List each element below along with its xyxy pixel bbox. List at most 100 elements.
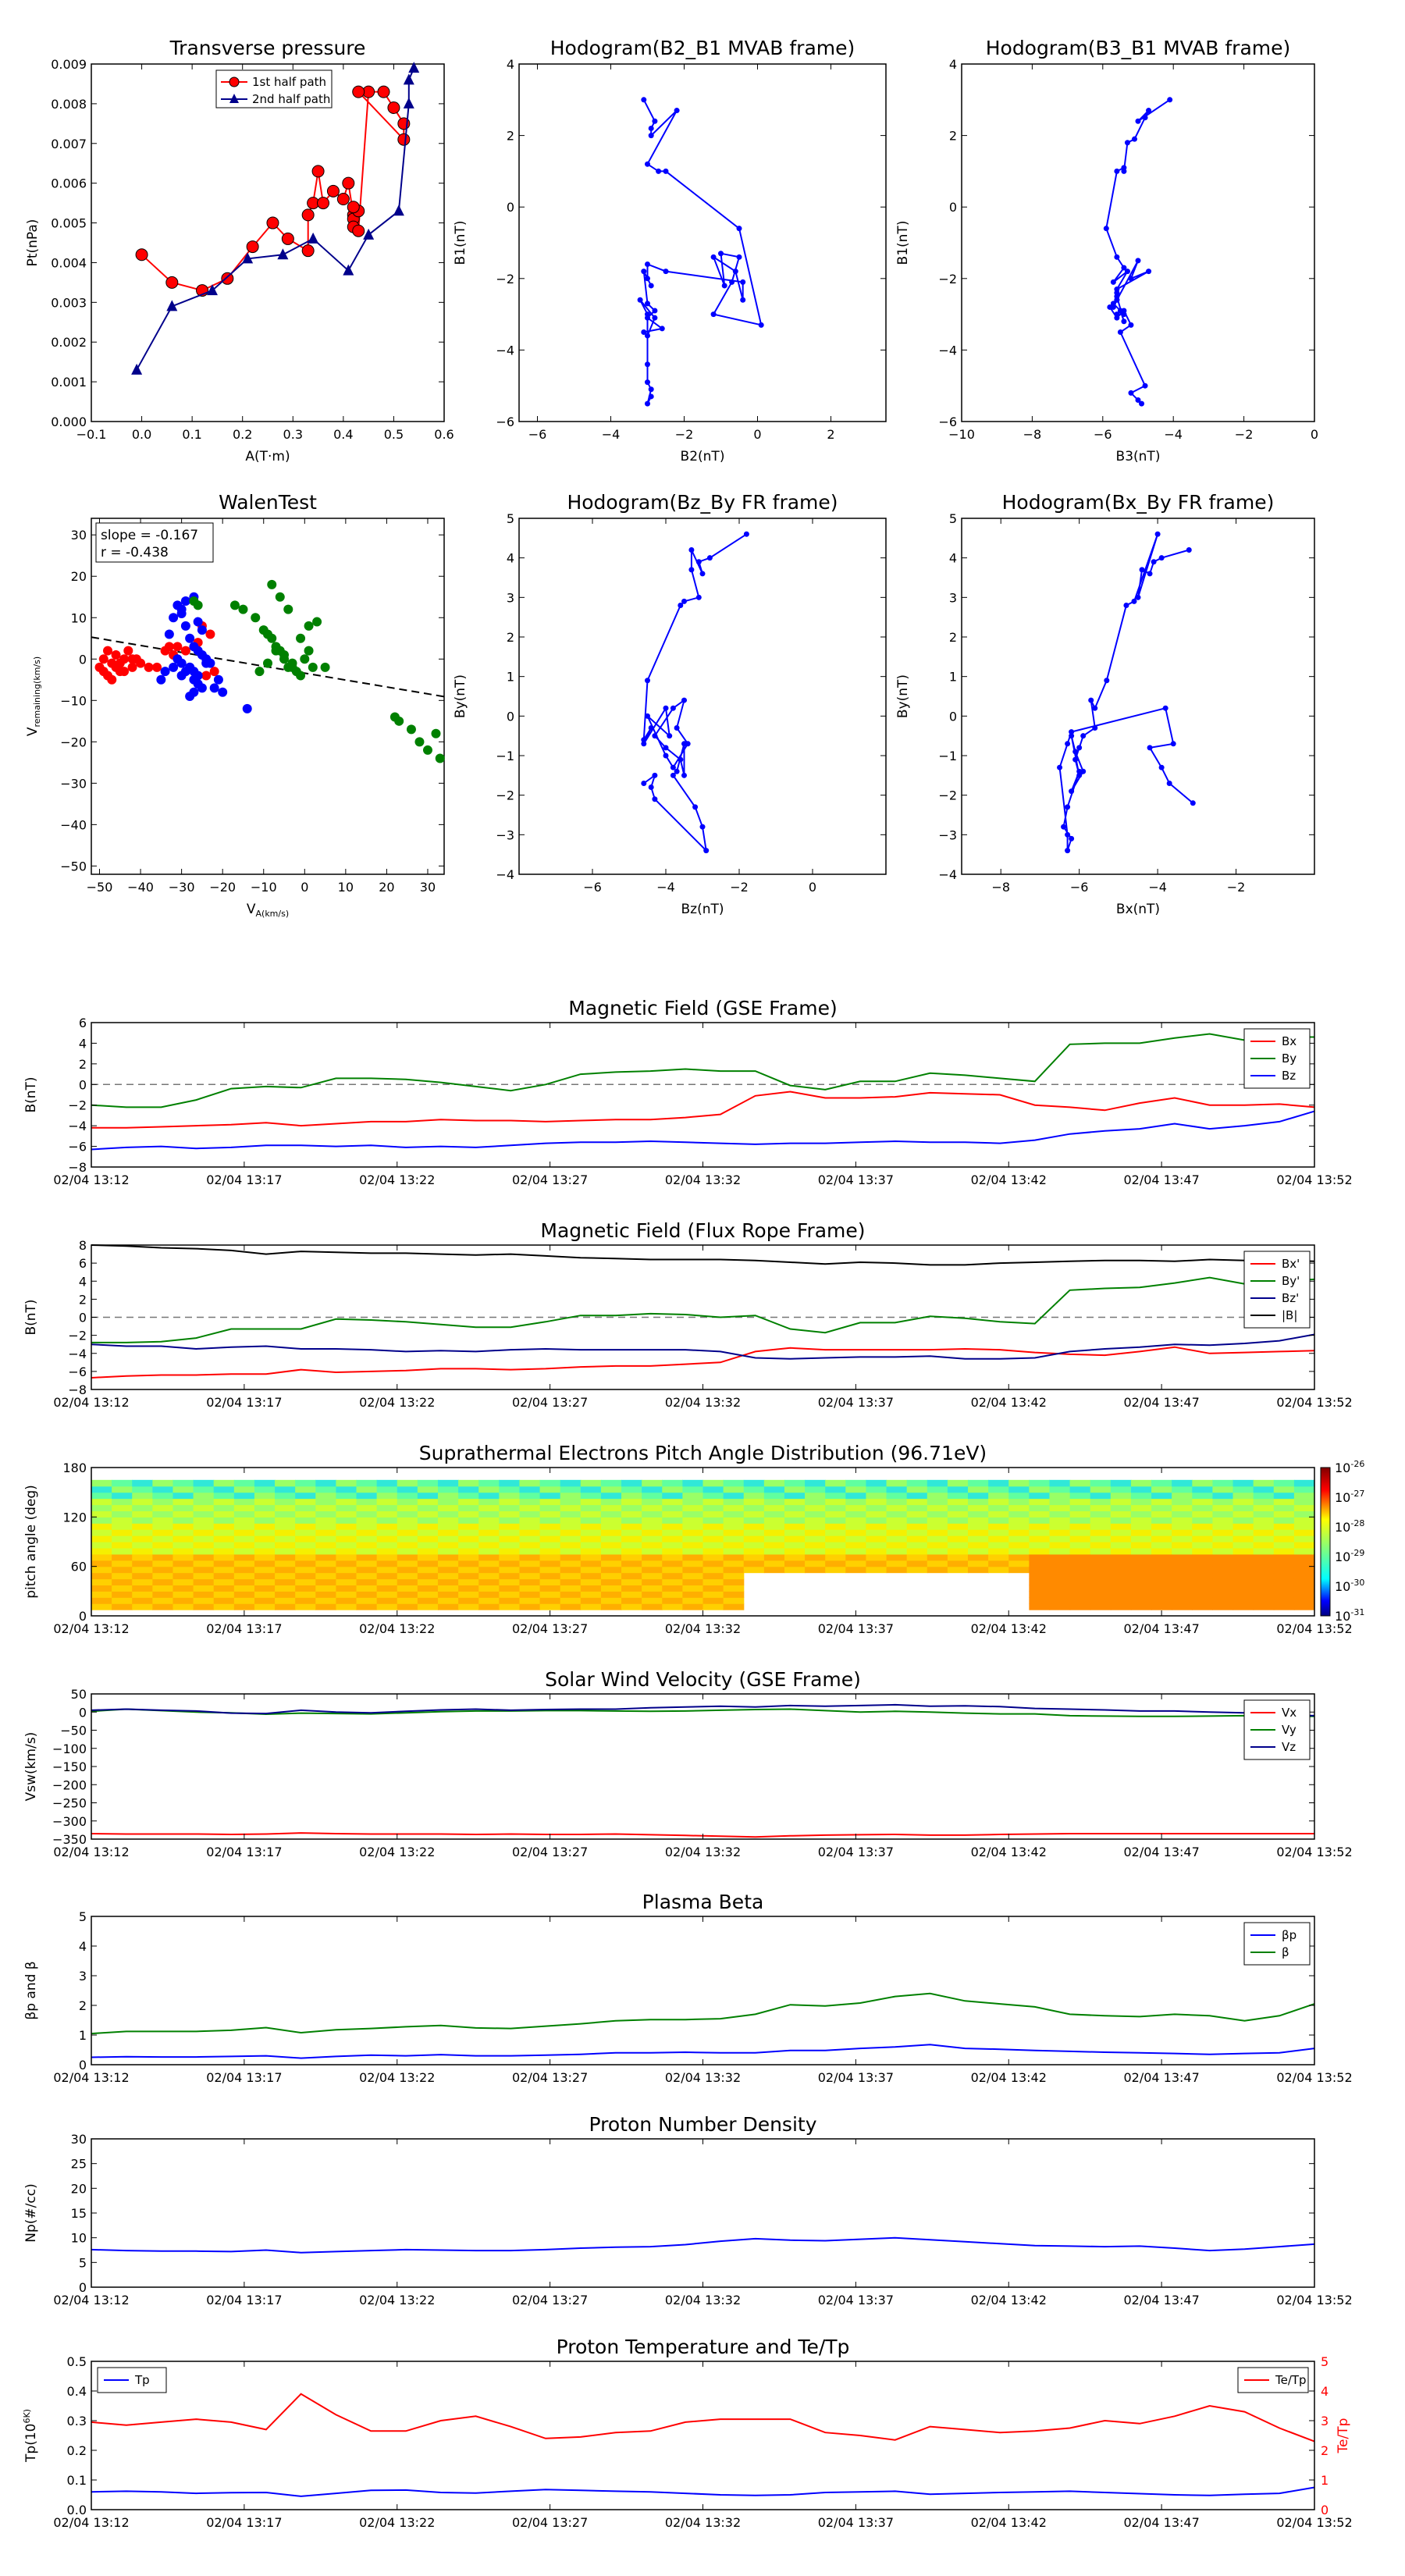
heatmap-cell (1273, 1585, 1295, 1592)
heatmap-cell (152, 1597, 174, 1604)
heatmap-cell (642, 1553, 663, 1561)
heatmap-cell (1151, 1578, 1172, 1586)
heatmap-cell (173, 1566, 194, 1574)
series-line (91, 1091, 1315, 1129)
heatmap-cell (927, 1560, 948, 1567)
heatmap-cell (356, 1603, 378, 1610)
y-tick-label: 0 (79, 2058, 87, 2073)
heatmap-cell (539, 1535, 561, 1542)
heatmap-cell (458, 1492, 479, 1500)
data-point (641, 329, 647, 335)
data-point (403, 97, 414, 109)
heatmap-cell (112, 1523, 133, 1530)
heatmap-cell (275, 1591, 296, 1598)
legend-label: Bx' (1282, 1257, 1300, 1271)
legend-marker (229, 94, 239, 103)
heatmap-cell (1029, 1542, 1051, 1549)
heatmap-cell (397, 1498, 418, 1506)
heatmap-cell (682, 1492, 704, 1500)
heatmap-cell (1172, 1597, 1193, 1604)
heatmap-cell (478, 1547, 500, 1555)
heatmap-cell (866, 1535, 887, 1542)
heatmap-cell (621, 1492, 642, 1500)
y-tick-label: −250 (52, 1796, 87, 1811)
data-point (699, 824, 706, 830)
heatmap-cell (152, 1523, 174, 1530)
heatmap-cell (132, 1547, 153, 1555)
heatmap-cell (560, 1603, 582, 1610)
heatmap-cell (132, 1572, 153, 1580)
data-point (1076, 768, 1083, 774)
heatmap-cell (315, 1535, 336, 1542)
heatmap-cell (784, 1510, 806, 1517)
heatmap-cell (1090, 1547, 1112, 1555)
heatmap-cell (642, 1547, 663, 1555)
heatmap-cell (805, 1504, 826, 1512)
heatmap-cell (1172, 1479, 1193, 1487)
heatmap-cell (275, 1553, 296, 1561)
heatmap-cell (112, 1603, 133, 1610)
heatmap-cell (845, 1535, 867, 1542)
heatmap-cell (560, 1547, 582, 1555)
data-point (695, 594, 702, 600)
heatmap-cell (1090, 1535, 1112, 1542)
x-tick-label: −20 (209, 880, 236, 895)
heatmap-cell (723, 1603, 745, 1610)
heatmap-cell (743, 1560, 765, 1567)
x-tick-label: 02/04 13:52 (1276, 1845, 1352, 1859)
heatmap-cell (1029, 1498, 1051, 1506)
colorbar (1320, 1467, 1331, 1617)
data-point (648, 133, 654, 139)
heatmap-cell (376, 1498, 398, 1506)
heatmap-cell (1049, 1542, 1071, 1549)
heatmap-cell (600, 1479, 622, 1487)
heatmap-cell (723, 1479, 745, 1487)
heatmap-cell (866, 1498, 887, 1506)
scatter-point (197, 683, 207, 693)
heatmap-cell (254, 1510, 276, 1517)
x-tick-label: 02/04 13:42 (971, 2293, 1047, 2307)
heatmap-cell (1273, 1517, 1295, 1524)
legend-label: Bz (1282, 1069, 1296, 1083)
heatmap-cell (1110, 1566, 1132, 1574)
heatmap-cell (1008, 1566, 1030, 1574)
plot-frame (961, 518, 1315, 875)
x-tick-label: 2 (827, 427, 834, 442)
y-tick-label: 10 (71, 610, 87, 625)
heatmap-cell (356, 1542, 378, 1549)
heatmap-cell (1069, 1479, 1091, 1487)
chart-title: Hodogram(B2_B1 MVAB frame) (550, 37, 855, 59)
legend-label: |B| (1282, 1308, 1297, 1322)
heatmap-cell (1293, 1535, 1315, 1542)
y-tick-label: −6 (938, 415, 957, 429)
heatmap-cell (458, 1553, 479, 1561)
heatmap-cell (682, 1485, 704, 1493)
heatmap-cell (968, 1498, 989, 1506)
heatmap-cell (988, 1535, 1009, 1542)
heatmap-cell (662, 1517, 683, 1524)
heatmap-cell (1008, 1560, 1030, 1567)
heatmap-cell (702, 1547, 724, 1555)
heatmap-cell (927, 1542, 948, 1549)
heatmap-cell (866, 1510, 887, 1517)
heatmap-cell (682, 1529, 704, 1536)
heatmap-cell (458, 1517, 479, 1524)
heatmap-cell (1212, 1485, 1234, 1493)
heatmap-cell (1130, 1492, 1152, 1500)
heatmap-cell (662, 1510, 683, 1517)
heatmap-cell (437, 1535, 459, 1542)
y-tick-label: −2 (496, 272, 514, 286)
x-tick-label: 02/04 13:22 (359, 2293, 435, 2307)
scatter-point (180, 596, 190, 607)
heatmap-cell (662, 1535, 683, 1542)
heatmap-cell (376, 1492, 398, 1500)
heatmap-cell (193, 1578, 215, 1586)
colorbar-tick-label: 10-27 (1335, 1489, 1364, 1505)
y-tick-label: 0.4 (67, 2384, 87, 2399)
data-point (652, 118, 658, 124)
heatmap-cell (1172, 1547, 1193, 1555)
heatmap-cell (845, 1479, 867, 1487)
heatmap-cell (1130, 1547, 1152, 1555)
heatmap-cell (152, 1585, 174, 1592)
heatmap-cell (437, 1560, 459, 1567)
